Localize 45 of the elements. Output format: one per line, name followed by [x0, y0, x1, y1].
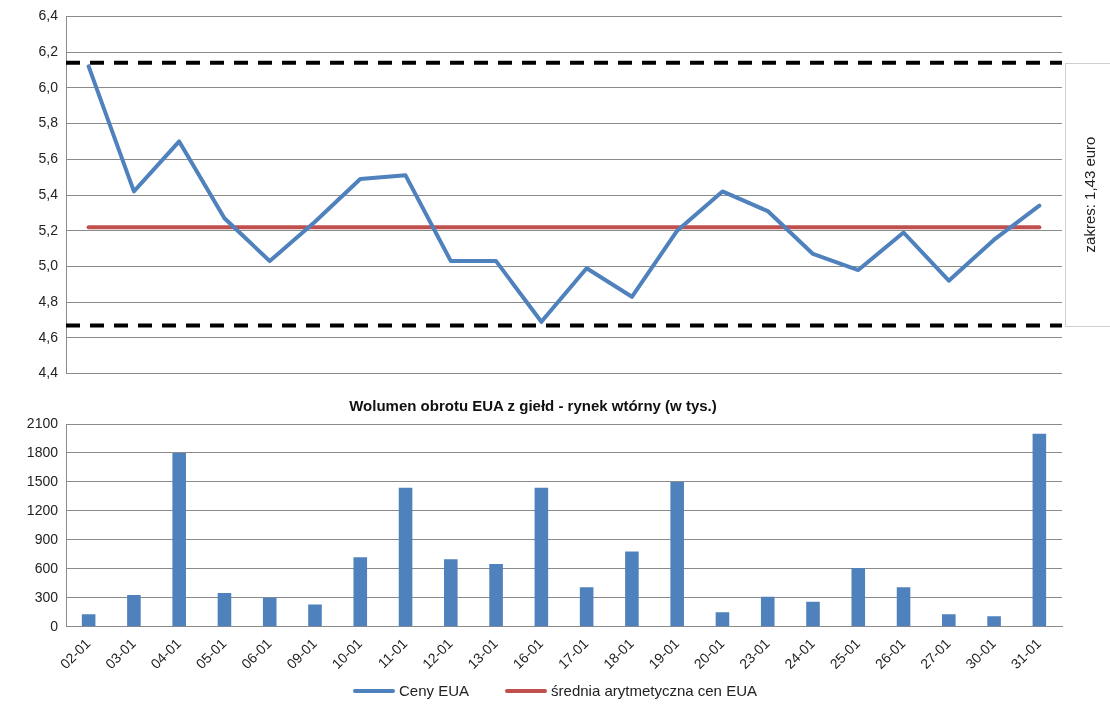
y-tick-label: 2100 — [26, 414, 59, 431]
y-tick-label: 600 — [34, 559, 59, 576]
bar — [987, 616, 1001, 627]
y-tick-label: 6,2 — [38, 42, 59, 59]
bar — [806, 601, 820, 627]
bar — [172, 452, 186, 627]
bar — [715, 612, 730, 627]
bar — [217, 593, 232, 627]
y-tick-label: 5,0 — [38, 257, 59, 274]
y-tick-label: 300 — [34, 588, 59, 605]
y-tick-label: 4,4 — [38, 364, 59, 381]
y-tick-label: 6,0 — [38, 78, 59, 95]
bar — [896, 587, 911, 627]
text: zakres: 1,43 euro — [1081, 136, 1099, 253]
y-tick-label: 4,6 — [38, 328, 59, 345]
y-tick-label: 5,4 — [38, 185, 59, 202]
chart-title: Wolumen obrotu EUA z giełd - rynek wtórny (w tys.) — [349, 397, 717, 415]
bar — [670, 481, 684, 627]
bar — [579, 587, 594, 627]
bar — [398, 487, 413, 627]
y-tick-label: 5,8 — [38, 114, 59, 131]
bar — [942, 614, 956, 627]
bar — [127, 594, 141, 627]
bar — [1032, 433, 1047, 627]
y-tick-label: 5,6 — [38, 150, 59, 167]
y-tick-label: 1200 — [26, 501, 59, 518]
bar — [534, 487, 549, 627]
legend-label: średnia arytmetyczna cen EUA — [551, 682, 757, 699]
bar — [760, 596, 775, 627]
y-tick-label: 1500 — [26, 472, 59, 489]
bar — [81, 614, 96, 627]
y-tick-label: 900 — [34, 530, 59, 547]
y-tick-label: 0 — [50, 617, 59, 634]
bar — [851, 567, 866, 627]
y-tick-label: 6,4 — [38, 7, 59, 24]
bar — [262, 597, 277, 627]
bar — [489, 564, 503, 627]
y-tick-label: 1800 — [26, 443, 59, 460]
bar — [625, 551, 639, 627]
bar — [444, 559, 458, 627]
bar — [353, 557, 368, 627]
legend-label: Ceny EUA — [399, 682, 470, 699]
bar — [308, 604, 322, 627]
y-tick-label: 4,8 — [38, 293, 59, 310]
y-tick-label: 5,2 — [38, 221, 59, 238]
